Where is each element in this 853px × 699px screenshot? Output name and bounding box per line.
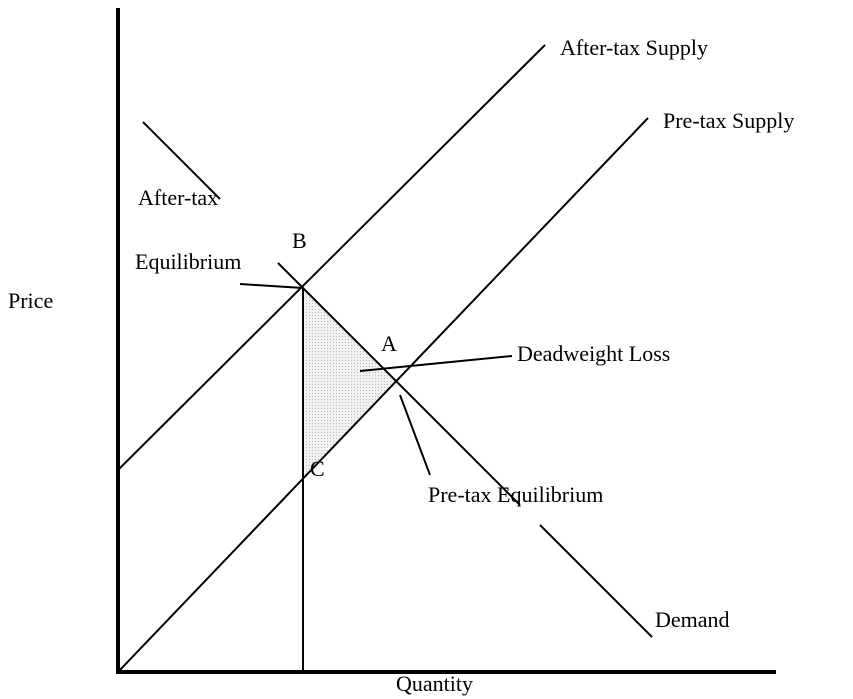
deadweight-loss-area bbox=[303, 288, 396, 479]
x-axis-label: Quantity bbox=[396, 671, 473, 696]
annotation: Deadweight Loss bbox=[517, 341, 670, 366]
demand-line bbox=[142, 121, 221, 200]
demand-line bbox=[539, 524, 653, 638]
leader-line bbox=[239, 283, 304, 289]
annotation: Pre-tax Equilibrium bbox=[428, 482, 603, 507]
annotation: Equilibrium bbox=[135, 249, 241, 274]
curve-label: Pre-tax Supply bbox=[663, 108, 794, 133]
point-label: B bbox=[292, 228, 307, 253]
demand-line bbox=[277, 262, 521, 506]
curve-label: Demand bbox=[655, 607, 730, 632]
point-label: A bbox=[381, 331, 397, 356]
point-label: C bbox=[310, 456, 325, 481]
curve-label: After-tax Supply bbox=[560, 35, 708, 60]
annotation: After-tax bbox=[138, 185, 218, 210]
pre-tax-supply-line bbox=[117, 117, 649, 673]
leader-line bbox=[399, 394, 431, 476]
y-axis-label: Price bbox=[8, 288, 53, 313]
leader-line bbox=[359, 355, 513, 372]
after-tax-supply-line bbox=[117, 44, 546, 471]
